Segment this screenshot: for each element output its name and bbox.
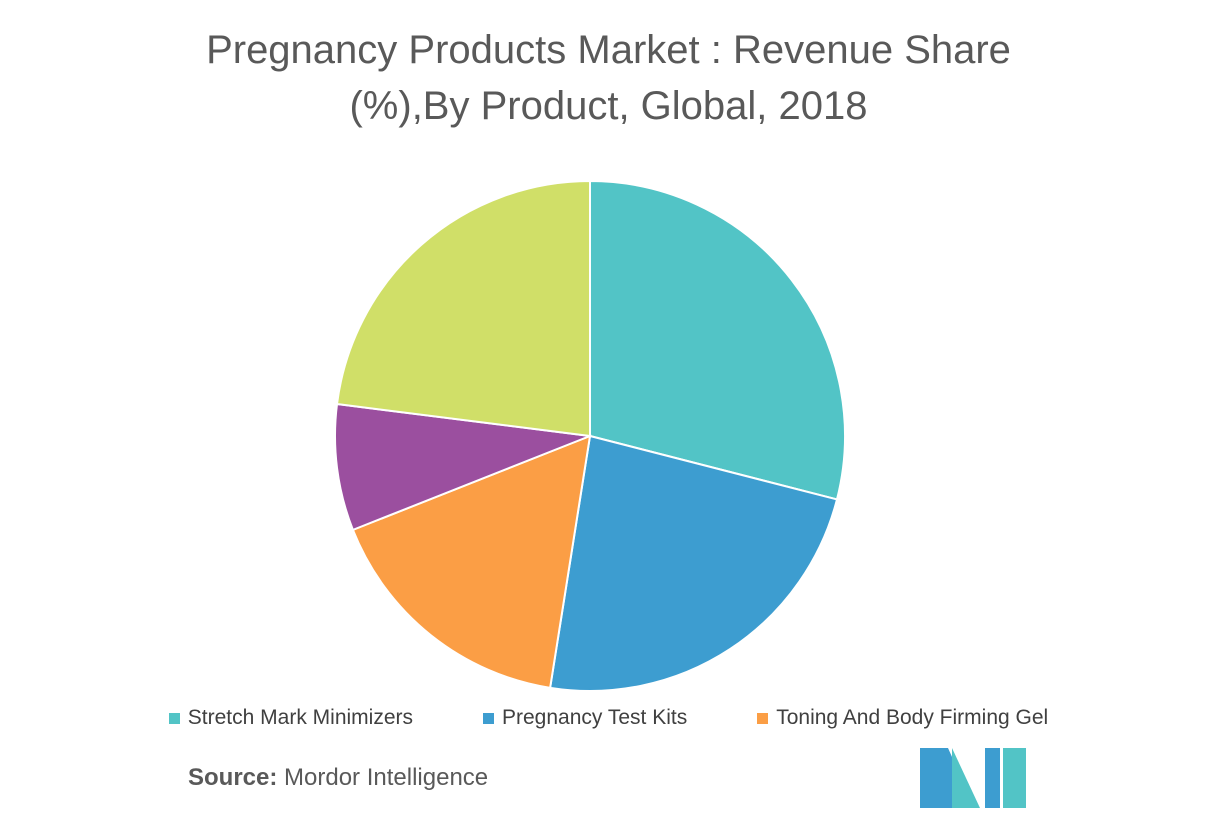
legend-item: Pregnancy Test Kits — [483, 706, 687, 730]
pie-slice — [351, 434, 592, 690]
pie-slice — [548, 434, 839, 692]
legend-swatch — [168, 712, 180, 724]
legend-label: Toning And Body Firming Gel — [776, 706, 1049, 729]
source: Source: Mordor Intelligence — [188, 764, 488, 792]
legend: Stretch Mark Minimizers Pregnancy Test Ki… — [0, 706, 1217, 730]
pie-slice — [589, 179, 846, 501]
pie-slice — [335, 179, 591, 438]
legend-label: Pregnancy Test Kits — [502, 706, 688, 729]
source-text: Mordor Intelligence — [284, 764, 489, 791]
legend-swatch — [757, 712, 769, 724]
legend-item: Stretch Mark Minimizers — [168, 706, 413, 730]
source-label: Source: — [188, 764, 278, 791]
logo — [920, 748, 1026, 808]
chart-title: Pregnancy Products Market : Revenue Shar… — [206, 28, 1011, 128]
legend-label: Stretch Mark Minimizers — [187, 706, 413, 729]
legend-swatch — [483, 712, 494, 724]
legend-item: Toning And Body Firming Gel — [757, 706, 1048, 730]
pie-slice — [334, 402, 591, 532]
